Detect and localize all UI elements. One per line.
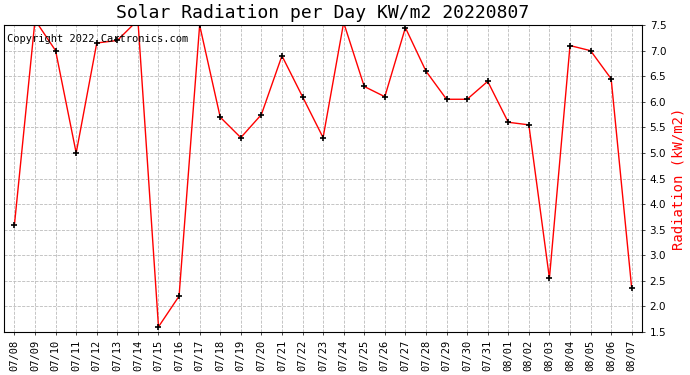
- Y-axis label: Radiation (kW/m2): Radiation (kW/m2): [672, 107, 686, 250]
- Title: Solar Radiation per Day KW/m2 20220807: Solar Radiation per Day KW/m2 20220807: [117, 4, 530, 22]
- Text: Copyright 2022 Cartronics.com: Copyright 2022 Cartronics.com: [8, 34, 188, 44]
